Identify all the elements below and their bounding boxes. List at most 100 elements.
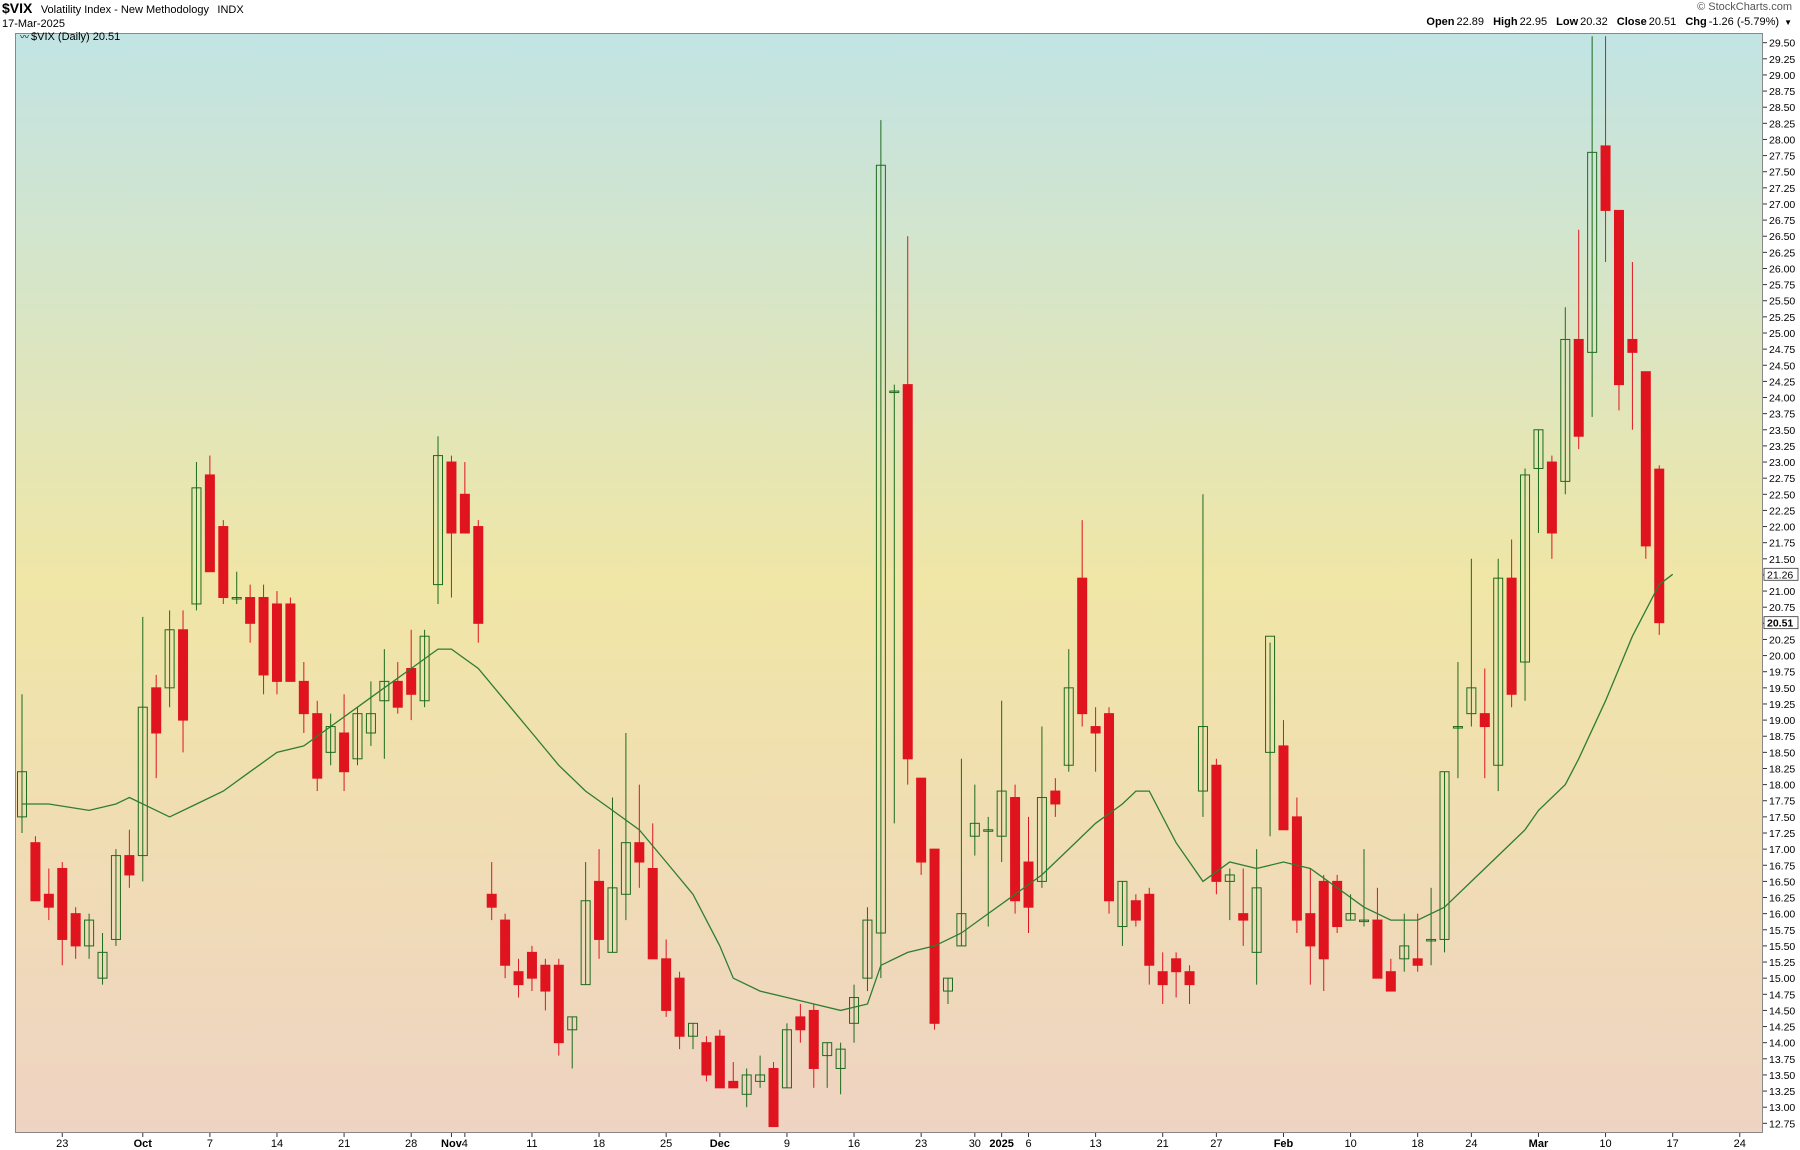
y-tick-label: 13.00	[1769, 1102, 1795, 1114]
candle	[1506, 539, 1517, 708]
x-tick-label: 24	[1465, 1138, 1477, 1150]
candle-body	[862, 919, 873, 979]
candle	[1613, 209, 1624, 411]
candle-body	[30, 842, 41, 902]
y-tick-label: 28.75	[1769, 86, 1795, 98]
candle	[1520, 468, 1531, 701]
y-tick-label: 28.50	[1769, 102, 1795, 114]
y-tick-label: 18.75	[1769, 731, 1795, 743]
candle-body	[500, 919, 511, 966]
x-tick-label: Oct	[134, 1138, 153, 1150]
candle	[70, 907, 81, 959]
high-value: 22.95	[1519, 16, 1548, 28]
candle-body	[1587, 151, 1598, 353]
chart-wave-icon[interactable]: 〰	[20, 32, 30, 42]
candle	[1184, 965, 1195, 1004]
candle	[620, 733, 631, 921]
y-tick-label: 24.75	[1769, 344, 1795, 356]
candle-body	[755, 1074, 766, 1082]
candle-body	[1573, 338, 1584, 437]
close-value: 20.51	[1648, 16, 1677, 28]
candle	[1063, 649, 1074, 772]
candle	[1130, 894, 1141, 927]
candle-body	[1359, 919, 1369, 923]
candle-body	[1197, 726, 1208, 792]
y-tick-label: 25.75	[1769, 280, 1795, 292]
candle-body	[1144, 893, 1155, 966]
candle	[365, 681, 376, 746]
candle-body	[473, 526, 484, 624]
low-value: 20.32	[1580, 16, 1608, 28]
x-tick-label: 10	[1599, 1138, 1611, 1150]
candle-body	[17, 771, 27, 818]
y-axis: 12.75 13.00 13.25 13.50 13.75 14.00 14.25 14.50…	[1763, 38, 1795, 1130]
ticker-symbol[interactable]: $VIX	[2, 0, 33, 16]
candle	[822, 1042, 833, 1088]
x-tick-label: Mar	[1529, 1138, 1549, 1150]
candle	[312, 700, 323, 792]
last-close-tag: 20.51	[1767, 618, 1793, 630]
candle	[1265, 635, 1276, 837]
candle-body	[419, 635, 430, 702]
x-axis: 23 Oct 7 14 21 28 Nov 4 11 18 25 Dec 9 16 23 30 2025 6 13 2…	[56, 1133, 1746, 1150]
candle-body	[84, 919, 95, 947]
candle-body	[1077, 577, 1088, 715]
y-tick-label: 23.25	[1769, 441, 1795, 453]
close-label: Close	[1616, 16, 1647, 28]
y-tick-label: 19.75	[1769, 667, 1795, 679]
candle	[204, 455, 215, 573]
candle	[567, 1016, 578, 1069]
candle-body	[164, 629, 175, 689]
x-tick-label: Feb	[1274, 1138, 1294, 1150]
x-tick-label: 10	[1344, 1138, 1356, 1150]
moving-average-line	[22, 573, 1674, 1012]
candle	[1466, 558, 1477, 727]
candle-body	[1305, 913, 1316, 947]
candle	[795, 1003, 806, 1043]
candle	[245, 584, 256, 643]
candle	[1197, 494, 1208, 817]
candle	[1452, 662, 1463, 779]
candle-body	[1452, 726, 1463, 729]
candle	[1238, 868, 1249, 946]
candle-body	[1332, 880, 1343, 928]
candle-body	[634, 842, 645, 863]
candle	[151, 674, 162, 779]
candle-body	[43, 893, 54, 908]
candle-body	[124, 855, 135, 876]
candle-body	[110, 855, 121, 940]
candle-body	[768, 1067, 779, 1128]
candle	[916, 777, 927, 875]
candle	[352, 707, 363, 766]
candle	[1372, 887, 1383, 979]
y-tick-label: 26.75	[1769, 215, 1795, 227]
candle-body	[1238, 913, 1249, 921]
candle	[17, 694, 27, 833]
y-tick-label: 25.50	[1769, 296, 1795, 308]
candle	[1090, 707, 1101, 772]
y-tick-label: 14.50	[1769, 1005, 1795, 1017]
candle	[862, 907, 873, 992]
candle	[30, 836, 41, 902]
candle	[889, 384, 900, 824]
candle	[929, 848, 940, 1030]
y-tick-label: 13.75	[1769, 1054, 1795, 1066]
ma-value-tag: 21.26	[1767, 569, 1793, 581]
y-tick-label: 29.50	[1769, 38, 1795, 50]
candle	[218, 520, 229, 604]
candle-body	[298, 680, 309, 715]
candle	[1251, 849, 1262, 985]
candle-body	[620, 842, 631, 895]
y-tick-label: 16.75	[1769, 860, 1795, 872]
y-tick-label: 22.00	[1769, 522, 1795, 534]
candle-body	[688, 1022, 698, 1037]
caret-down-icon[interactable]: ▼	[1784, 18, 1792, 27]
candle-body	[835, 1048, 846, 1069]
candle	[875, 120, 886, 979]
candle-body	[674, 977, 685, 1037]
y-tick-label: 26.50	[1769, 231, 1795, 243]
candle	[137, 616, 148, 882]
candle-body	[1493, 577, 1504, 766]
candle-body	[1036, 797, 1047, 882]
y-tick-label: 29.00	[1769, 70, 1795, 82]
